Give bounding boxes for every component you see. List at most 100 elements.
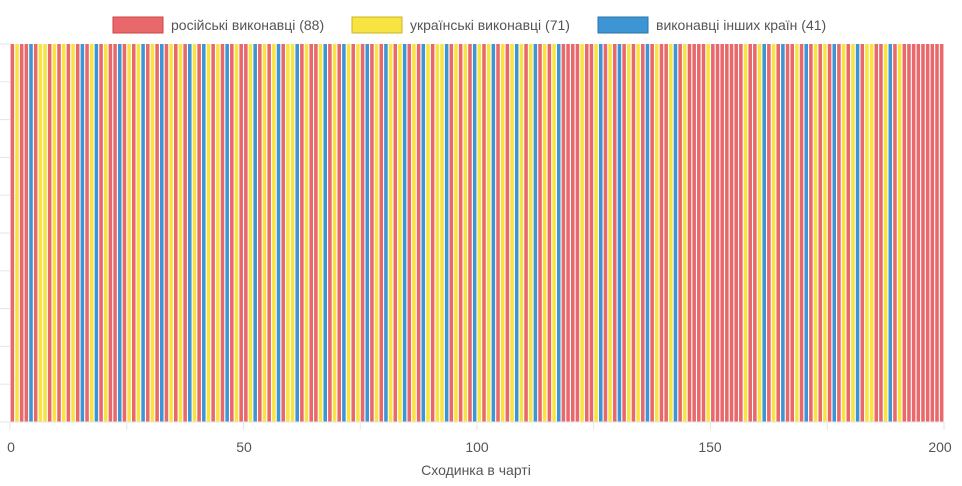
bar-position-198[interactable] (930, 44, 935, 422)
bar-position-82[interactable] (388, 44, 393, 422)
bar-position-195[interactable] (916, 44, 921, 422)
bar-position-60[interactable] (286, 44, 290, 422)
bar-position-112[interactable] (528, 44, 533, 422)
bar-position-40[interactable] (192, 44, 197, 422)
bar-position-3[interactable] (19, 44, 24, 422)
bar-position-34[interactable] (164, 44, 169, 422)
bar-position-150[interactable] (706, 44, 710, 422)
bar-position-15[interactable] (75, 44, 80, 422)
bar-position-52[interactable] (248, 44, 253, 422)
bar-position-6[interactable] (33, 44, 38, 422)
bar-position-92[interactable] (435, 44, 440, 422)
bar-position-12[interactable] (61, 44, 66, 422)
bar-position-155[interactable] (729, 44, 734, 422)
bar-position-24[interactable] (117, 44, 122, 422)
bar-position-124[interactable] (584, 44, 589, 422)
bar-position-58[interactable] (276, 44, 281, 422)
bar-position-9[interactable] (47, 44, 52, 422)
bar-position-71[interactable] (337, 44, 342, 422)
bar-position-170[interactable] (799, 44, 804, 422)
legend-item-russian[interactable]: російські виконавці (88) (112, 16, 324, 34)
bar-position-171[interactable] (804, 44, 809, 422)
bar-position-192[interactable] (902, 44, 907, 422)
bar-position-181[interactable] (851, 44, 855, 422)
bar-position-101[interactable] (477, 44, 482, 422)
bar-position-108[interactable] (510, 44, 514, 422)
bar-position-176[interactable] (827, 44, 832, 422)
bar-position-130[interactable] (612, 44, 617, 422)
bar-position-149[interactable] (701, 44, 706, 422)
bar-position-99[interactable] (468, 44, 472, 422)
bar-position-59[interactable] (281, 44, 285, 422)
bar-position-196[interactable] (921, 44, 925, 422)
bar-position-127[interactable] (598, 44, 603, 422)
bar-position-174[interactable] (818, 44, 823, 422)
bar-position-64[interactable] (304, 44, 309, 422)
bar-position-118[interactable] (556, 44, 561, 422)
bar-position-186[interactable] (874, 44, 879, 422)
bar-position-26[interactable] (127, 44, 131, 422)
bar-position-36[interactable] (174, 44, 178, 422)
bar-position-193[interactable] (907, 44, 911, 422)
bar-position-7[interactable] (38, 44, 43, 422)
bar-position-153[interactable] (720, 44, 724, 422)
bar-position-133[interactable] (627, 44, 631, 422)
bar-position-147[interactable] (692, 44, 696, 422)
bar-position-75[interactable] (356, 44, 360, 422)
bar-position-29[interactable] (141, 44, 145, 422)
bar-position-19[interactable] (94, 44, 99, 422)
bar-position-154[interactable] (725, 44, 729, 422)
bar-position-179[interactable] (841, 44, 846, 422)
bar-position-10[interactable] (52, 44, 57, 422)
bar-position-35[interactable] (169, 44, 173, 422)
bar-position-178[interactable] (837, 44, 841, 422)
bar-position-143[interactable] (673, 44, 678, 422)
bar-position-135[interactable] (636, 44, 640, 422)
bar-position-90[interactable] (426, 44, 430, 422)
bar-position-74[interactable] (351, 44, 356, 422)
bar-position-88[interactable] (416, 44, 421, 422)
bar-position-157[interactable] (739, 44, 743, 422)
bar-position-129[interactable] (608, 44, 612, 422)
bar-position-43[interactable] (206, 44, 211, 422)
bar-position-103[interactable] (486, 44, 491, 422)
bar-position-111[interactable] (524, 44, 528, 422)
bar-position-190[interactable] (893, 44, 897, 422)
bar-position-14[interactable] (71, 44, 75, 422)
bar-position-87[interactable] (412, 44, 416, 422)
bar-position-72[interactable] (342, 44, 346, 422)
bar-position-21[interactable] (103, 44, 108, 422)
bar-position-32[interactable] (155, 44, 159, 422)
bar-position-125[interactable] (589, 44, 594, 422)
bar-position-77[interactable] (365, 44, 370, 422)
bar-position-45[interactable] (216, 44, 220, 422)
bar-position-79[interactable] (374, 44, 379, 422)
bar-position-126[interactable] (594, 44, 598, 422)
bar-position-85[interactable] (402, 44, 407, 422)
legend-item-ukrainian[interactable]: українські виконавці (71) (351, 16, 570, 34)
bar-position-55[interactable] (262, 44, 267, 422)
bar-position-128[interactable] (603, 44, 608, 422)
bar-position-120[interactable] (566, 44, 570, 422)
bar-position-114[interactable] (538, 44, 542, 422)
bar-position-4[interactable] (24, 44, 29, 422)
bar-position-185[interactable] (869, 44, 874, 422)
bar-position-139[interactable] (655, 44, 659, 422)
bar-position-1[interactable] (10, 44, 15, 422)
bar-position-152[interactable] (715, 44, 720, 422)
bar-position-48[interactable] (230, 44, 234, 422)
bar-position-151[interactable] (711, 44, 715, 422)
bar-position-76[interactable] (360, 44, 365, 422)
bar-position-97[interactable] (458, 44, 463, 422)
bar-position-73[interactable] (346, 44, 351, 422)
bar-position-25[interactable] (122, 44, 127, 422)
bar-position-169[interactable] (795, 44, 799, 422)
bar-position-137[interactable] (645, 44, 650, 422)
bar-position-66[interactable] (314, 44, 318, 422)
bar-position-145[interactable] (683, 44, 687, 422)
bar-position-177[interactable] (832, 44, 837, 422)
bar-position-168[interactable] (790, 44, 794, 422)
bar-position-63[interactable] (300, 44, 304, 422)
bar-position-107[interactable] (505, 44, 510, 422)
bar-position-172[interactable] (809, 44, 813, 422)
